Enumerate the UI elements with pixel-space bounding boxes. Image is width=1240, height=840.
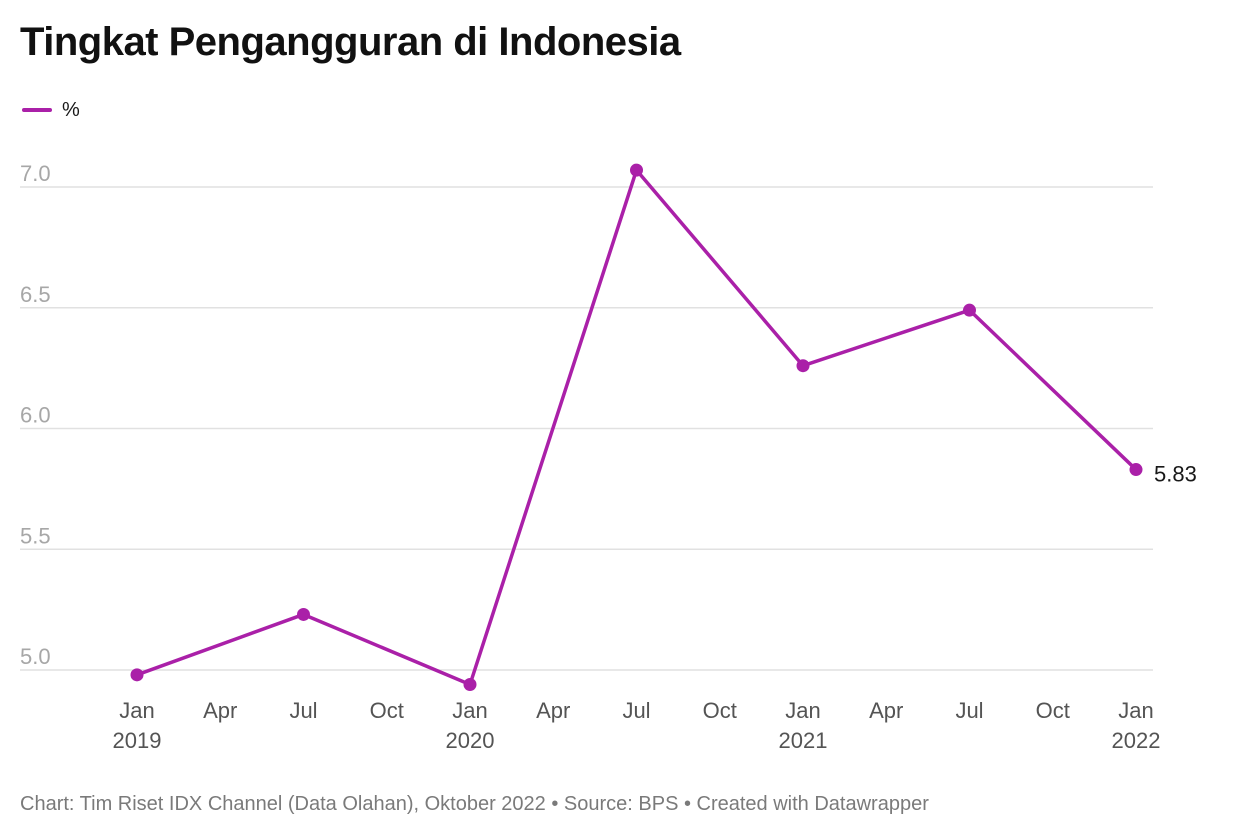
x-tick-month: Jul (622, 698, 650, 723)
x-tick-year: 2020 (446, 728, 495, 753)
series-line (135, 168, 1138, 687)
x-axis-ticks: Jan 2019 Apr Jul Oct Jan 2020 Apr Jul Oct Jan 2021 A… (113, 698, 1161, 753)
series-layer (130, 163, 1143, 691)
x-tick-year: 2022 (1112, 728, 1161, 753)
x-tick-year: 2021 (779, 728, 828, 753)
grid-layer (20, 186, 1153, 671)
x-tick-month: Jan (452, 698, 487, 723)
x-tick-month: Oct (703, 698, 737, 723)
x-tick-month: Jan (1118, 698, 1153, 723)
x-tick-month: Oct (1036, 698, 1070, 723)
legend-swatch (22, 108, 52, 112)
y-axis-ticks: 7.0 6.5 6.0 5.5 5.0 (20, 161, 51, 669)
y-tick-label: 5.5 (20, 523, 51, 548)
x-tick-month: Jul (289, 698, 317, 723)
data-point (963, 303, 976, 317)
x-tick-year: 2019 (113, 728, 162, 753)
data-point (1129, 463, 1143, 477)
x-tick-month: Apr (203, 698, 237, 723)
x-tick-month: Apr (869, 698, 903, 723)
y-tick-label: 6.5 (20, 282, 51, 307)
x-tick-month: Apr (536, 698, 570, 723)
y-tick-label: 7.0 (20, 161, 51, 186)
y-tick-label: 6.0 (20, 403, 51, 428)
legend: % (22, 98, 80, 122)
data-point (630, 163, 643, 177)
x-tick-month: Jul (955, 698, 983, 723)
data-point (130, 668, 144, 682)
legend-label: % (62, 98, 80, 121)
y-tick-label: 5.0 (20, 644, 51, 669)
x-tick-month: Jan (785, 698, 820, 723)
data-label: 5.83 (1154, 462, 1197, 487)
annotation-layer: 5.83 (1154, 462, 1197, 487)
x-tick-month: Oct (370, 698, 404, 723)
data-point (463, 677, 477, 691)
data-point (297, 607, 310, 621)
chart-footer: Chart: Tim Riset IDX Channel (Data Olaha… (20, 793, 929, 815)
chart-title: Tingkat Pengangguran di Indonesia (20, 20, 681, 64)
x-tick-month: Jan (119, 698, 154, 723)
data-point (796, 359, 810, 373)
